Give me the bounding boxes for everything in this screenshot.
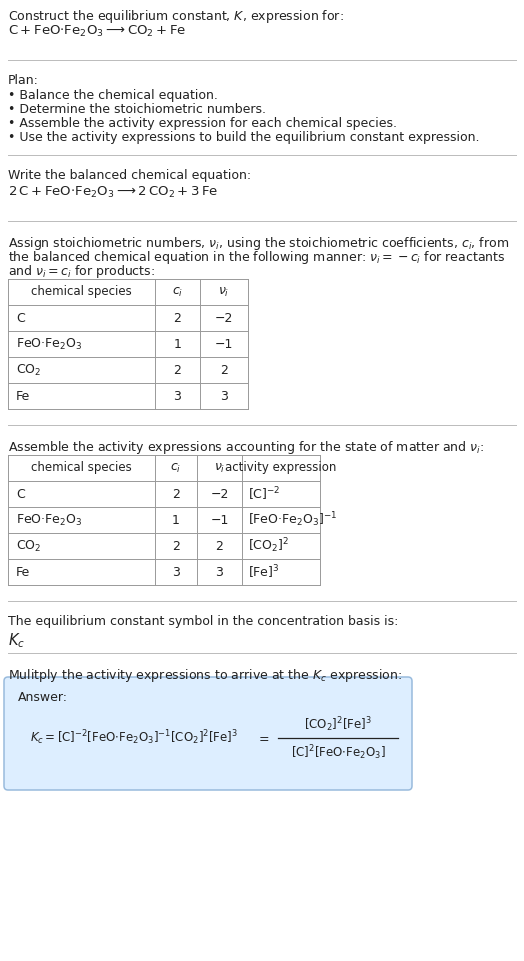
Text: 1: 1 [173,337,181,351]
Text: −1: −1 [215,337,233,351]
Text: $c_i$: $c_i$ [170,461,182,475]
Text: • Determine the stoichiometric numbers.: • Determine the stoichiometric numbers. [8,103,266,116]
Text: CO$_2$: CO$_2$ [16,362,41,378]
Text: 2: 2 [173,363,181,377]
Text: The equilibrium constant symbol in the concentration basis is:: The equilibrium constant symbol in the c… [8,615,398,628]
Text: [CO$_2$]$^{2}$: [CO$_2$]$^{2}$ [248,536,289,555]
Text: 2: 2 [220,363,228,377]
Text: 3: 3 [173,389,181,403]
Text: • Balance the chemical equation.: • Balance the chemical equation. [8,89,218,102]
Text: FeO·Fe$_2$O$_3$: FeO·Fe$_2$O$_3$ [16,512,82,528]
Text: 2: 2 [172,539,180,553]
Text: $K_c$: $K_c$ [8,631,25,650]
Text: the balanced chemical equation in the following manner: $\nu_i = -c_i$ for react: the balanced chemical equation in the fo… [8,249,506,266]
Text: 3: 3 [220,389,228,403]
Text: $=$: $=$ [256,731,270,745]
Text: $c_i$: $c_i$ [172,285,183,299]
Text: Write the balanced chemical equation:: Write the balanced chemical equation: [8,169,251,182]
Text: Assign stoichiometric numbers, $\nu_i$, using the stoichiometric coefficients, $: Assign stoichiometric numbers, $\nu_i$, … [8,235,509,252]
Text: $\mathrm{2\,C + FeO{\cdot}Fe_2O_3 \longrightarrow 2\,CO_2 + 3\,Fe}$: $\mathrm{2\,C + FeO{\cdot}Fe_2O_3 \longr… [8,185,218,200]
Text: 3: 3 [172,565,180,579]
Text: [Fe]$^{3}$: [Fe]$^{3}$ [248,563,279,580]
Text: Answer:: Answer: [18,691,68,704]
Text: C: C [16,487,25,501]
Text: Construct the equilibrium constant, $K$, expression for:: Construct the equilibrium constant, $K$,… [8,8,344,25]
Text: [C]$^{-2}$: [C]$^{-2}$ [248,485,280,503]
Text: $\nu_i$: $\nu_i$ [219,285,230,299]
Text: C: C [16,311,25,325]
Text: Mulitply the activity expressions to arrive at the $K_c$ expression:: Mulitply the activity expressions to arr… [8,667,402,684]
Text: FeO·Fe$_2$O$_3$: FeO·Fe$_2$O$_3$ [16,336,82,352]
Text: $\mathrm{C + FeO{\cdot}Fe_2O_3 \longrightarrow CO_2 + Fe}$: $\mathrm{C + FeO{\cdot}Fe_2O_3 \longrigh… [8,24,187,39]
Text: and $\nu_i = c_i$ for products:: and $\nu_i = c_i$ for products: [8,263,155,280]
Text: $[\mathrm{CO_2}]^{2}[\mathrm{Fe}]^{3}$: $[\mathrm{CO_2}]^{2}[\mathrm{Fe}]^{3}$ [304,716,372,734]
Text: chemical species: chemical species [31,461,132,475]
Text: 1: 1 [172,513,180,527]
Text: CO$_2$: CO$_2$ [16,538,41,554]
Text: • Assemble the activity expression for each chemical species.: • Assemble the activity expression for e… [8,117,397,130]
Text: −2: −2 [210,487,228,501]
Text: 2: 2 [172,487,180,501]
Text: −1: −1 [210,513,228,527]
Text: chemical species: chemical species [31,285,132,299]
Text: 2: 2 [215,539,223,553]
Text: $\nu_i$: $\nu_i$ [214,461,225,475]
Text: −2: −2 [215,311,233,325]
Text: 2: 2 [173,311,181,325]
Text: • Use the activity expressions to build the equilibrium constant expression.: • Use the activity expressions to build … [8,131,479,144]
FancyBboxPatch shape [4,677,412,790]
Text: 3: 3 [215,565,223,579]
Text: $[\mathrm{C}]^{2}[\mathrm{FeO{\cdot}Fe_2O_3}]$: $[\mathrm{C}]^{2}[\mathrm{FeO{\cdot}Fe_2… [290,744,386,762]
Text: [FeO·Fe$_2$O$_3$]$^{-1}$: [FeO·Fe$_2$O$_3$]$^{-1}$ [248,510,337,530]
Text: Assemble the activity expressions accounting for the state of matter and $\nu_i$: Assemble the activity expressions accoun… [8,439,484,456]
Text: Fe: Fe [16,565,30,579]
Text: Fe: Fe [16,389,30,403]
Text: Plan:: Plan: [8,74,39,87]
Text: $K_c = [\mathrm{C}]^{-2}[\mathrm{FeO{\cdot}Fe_2O_3}]^{-1}[\mathrm{CO_2}]^{2}[\ma: $K_c = [\mathrm{C}]^{-2}[\mathrm{FeO{\cd… [30,728,238,748]
Text: activity expression: activity expression [225,461,337,475]
